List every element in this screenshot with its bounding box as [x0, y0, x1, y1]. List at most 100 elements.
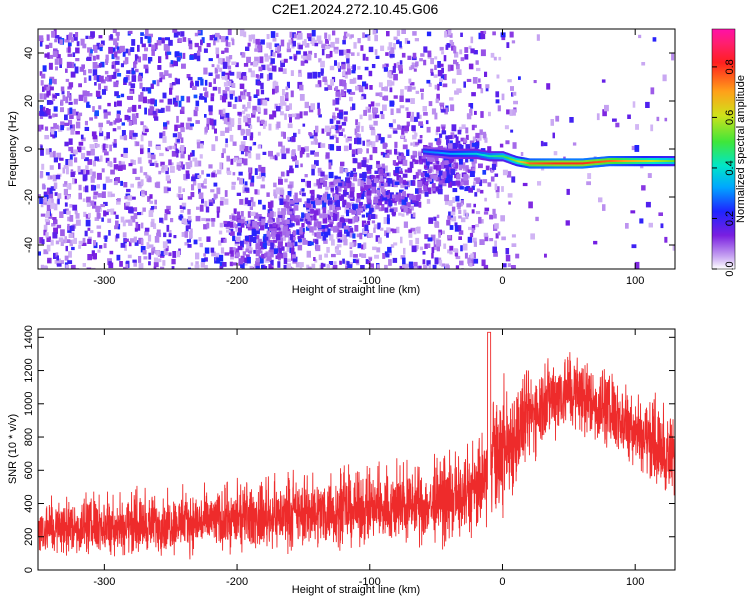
spectrogram-cell [255, 224, 259, 231]
spectrogram-ridge-cell [462, 152, 464, 155]
spectrogram-cell [332, 204, 336, 211]
spectrogram-cell [375, 102, 381, 107]
spectrogram-cell [362, 81, 367, 87]
spectrogram-cell [371, 141, 376, 148]
spectrogram-cell [228, 125, 232, 131]
spectrogram-ridge-cell [595, 159, 598, 162]
spectrogram-ridge-cell [637, 160, 639, 163]
spectrogram-cell [471, 92, 476, 97]
spectrogram-ridge-cell [423, 146, 426, 149]
spectrogram-cell [311, 263, 316, 269]
spectrogram-cell [457, 205, 461, 210]
spectrogram-cell [248, 167, 252, 173]
spectrogram-cell [356, 209, 361, 216]
spectrogram-ridge-cell [566, 162, 568, 165]
spectrogram-ridge-cell [518, 162, 520, 165]
spectrogram-cell [425, 158, 430, 166]
spectrogram-ridge-cell [469, 154, 472, 157]
spectrogram-cell [328, 200, 333, 206]
spectrogram-cell [46, 211, 50, 217]
y-tick-label: 40 [23, 47, 35, 59]
spectrogram-cell [428, 178, 432, 182]
spectrogram-cell [233, 208, 237, 215]
spectrogram-cell [329, 50, 333, 58]
spectrogram-cell [511, 176, 516, 183]
spectrogram-cell [419, 135, 423, 139]
spectrogram-ridge-cell [564, 164, 566, 167]
spectrogram-cell [317, 226, 323, 231]
spectrogram-cell [211, 122, 215, 130]
spectrogram-cell [381, 87, 387, 91]
spectrogram-ridge-cell [669, 164, 671, 167]
spectrogram-ridge-cell [595, 165, 598, 168]
spectrogram-cell [323, 181, 328, 187]
spectrogram-cell [480, 49, 486, 57]
spectrogram-cell [240, 141, 246, 147]
spectrogram-cell [380, 114, 385, 120]
spectrogram-cell [237, 177, 240, 181]
spectrogram-cell [224, 74, 228, 81]
spectrogram-cell [335, 246, 339, 250]
spectrogram-ridge-cell [655, 162, 657, 165]
spectrogram-cell [244, 181, 248, 186]
spectrogram-cell [255, 153, 261, 160]
spectrogram-ridge-cell [479, 155, 481, 158]
spectrogram-ridge-cell [663, 158, 666, 161]
spectrogram-cell [427, 50, 432, 58]
spectrogram-cell [131, 70, 136, 75]
spectrogram-cell [214, 67, 218, 74]
spectrogram-cell [307, 72, 312, 79]
spectrogram-ridge-cell [537, 160, 540, 163]
spectrogram-cell [342, 49, 347, 55]
spectrogram-cell [433, 216, 437, 221]
spectrogram-cell [289, 56, 293, 60]
spectrogram-cell [153, 262, 159, 268]
spectrogram-cell [484, 207, 490, 212]
spectrogram-ridge-cell [615, 160, 617, 163]
spectrogram-cell [84, 126, 90, 131]
spectrogram-ridge-cell [484, 150, 486, 153]
spectrogram-cell [160, 74, 166, 80]
spectrogram-cell [122, 51, 126, 57]
spectrogram-cell [187, 117, 192, 122]
spectrogram-cell [64, 255, 69, 261]
spectrogram-cell [550, 119, 554, 126]
spectrogram-cell [662, 74, 667, 82]
spectrogram-ridge-cell [654, 164, 656, 167]
spectrogram-cell [232, 262, 238, 266]
spectrogram-cell [87, 159, 93, 165]
spectrogram-cell [371, 220, 376, 224]
spectrogram-ridge-cell [517, 164, 519, 167]
spectrogram-ridge-cell [609, 164, 612, 167]
spectrogram-cell [256, 74, 262, 80]
spectrogram-ridge-cell [624, 162, 627, 165]
spectrogram-cell [216, 53, 220, 59]
spectrogram-cell [511, 40, 516, 44]
spectrogram-cell [248, 247, 253, 252]
spectrogram-cell [39, 71, 43, 76]
spectrogram-cell [337, 125, 342, 129]
spectrogram-cell [115, 177, 120, 184]
spectrogram-cell [324, 32, 328, 39]
spectrogram-ridge-cell [643, 156, 646, 159]
spectrogram-ridge-cell [611, 160, 614, 163]
spectrogram-cell [132, 168, 137, 174]
spectrogram-cell [187, 221, 191, 227]
spectrogram-cell [117, 73, 122, 77]
spectrogram-cell [236, 71, 241, 79]
spectrogram-cell [120, 216, 125, 223]
spectrogram-cell [68, 101, 73, 105]
spectrogram-cell [445, 135, 450, 140]
spectrogram-ridge-cell [644, 164, 647, 167]
spectrogram-cell [180, 122, 185, 129]
spectrogram-ridge-cell [439, 153, 442, 157]
spectrogram-cell [340, 161, 345, 167]
spectrogram-cell [237, 211, 241, 218]
spectrogram-ridge-cell [541, 164, 544, 167]
spectrogram-ridge-cell [635, 158, 637, 161]
spectrogram-ridge-cell [636, 160, 638, 163]
spectrogram-cell [294, 192, 298, 199]
spectrogram-cell [332, 265, 338, 269]
spectrogram-cell [120, 180, 123, 186]
spectrogram-cell [263, 234, 267, 239]
